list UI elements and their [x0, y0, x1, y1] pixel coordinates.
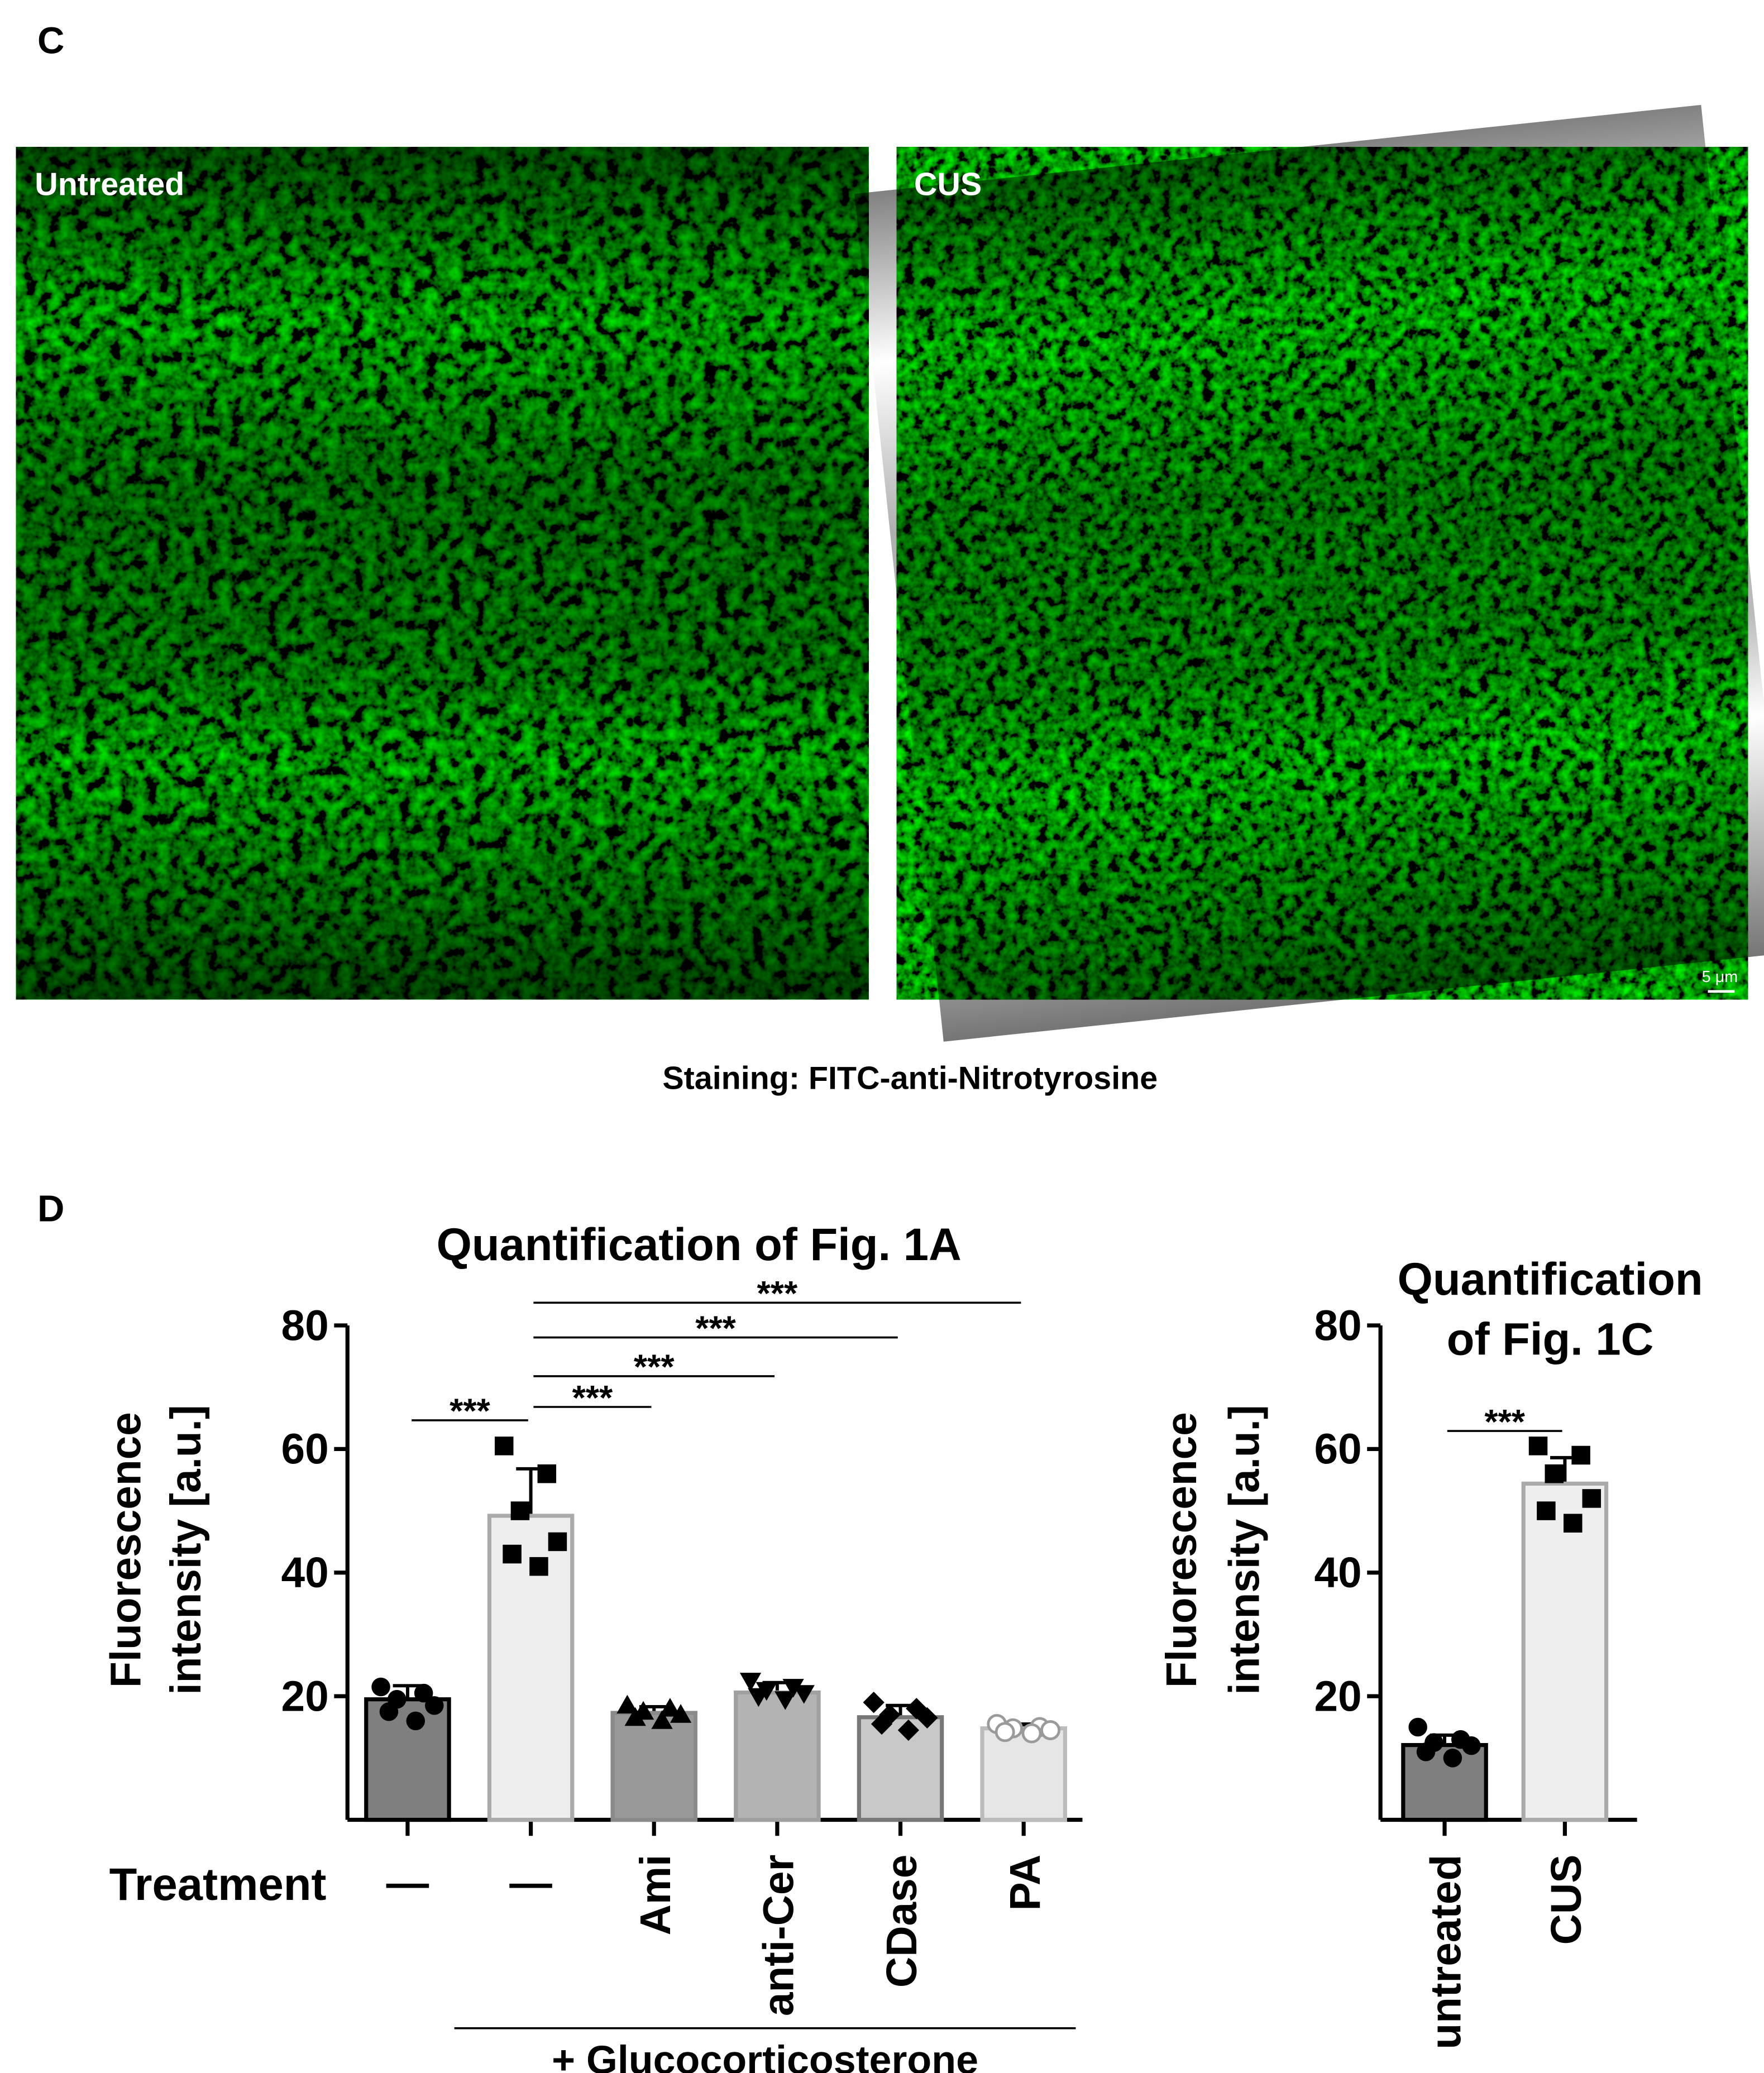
data-point: [624, 1707, 646, 1726]
significance-label: ***: [757, 1275, 798, 1313]
y-tick-label: 80: [281, 1302, 329, 1349]
x-tick-label: Ami: [632, 1855, 680, 1936]
panel-label: D: [37, 1188, 64, 1229]
data-point: [1564, 1514, 1583, 1533]
data-point: [782, 1679, 804, 1698]
data-point: [995, 1722, 1015, 1742]
image-shading: [854, 104, 1764, 1042]
data-point: [1408, 1717, 1427, 1737]
data-point: [739, 1673, 762, 1692]
significance-label: ***: [572, 1379, 613, 1418]
y-axis-label: intensity [a.u.]: [162, 1405, 210, 1695]
data-point: [1021, 1723, 1042, 1744]
data-point: [1040, 1720, 1060, 1740]
data-point: [371, 1677, 390, 1697]
data-point: [775, 1691, 796, 1710]
significance-label: ***: [1484, 1403, 1525, 1442]
data-point: [1416, 1742, 1436, 1761]
significance-label: ***: [695, 1309, 736, 1348]
significance-label: ***: [450, 1392, 490, 1431]
y-axis-label: Fluorescence: [1158, 1412, 1206, 1688]
data-point: [503, 1544, 522, 1564]
bar-chart: Quantification of Fig. 1C Fluorescence inte…: [1158, 1254, 1703, 2050]
x-tick-label: CUS: [1543, 1855, 1590, 1945]
data-point: [379, 1702, 399, 1721]
chart-title: Quantification of Fig. 1A: [437, 1219, 962, 1270]
data-point: [616, 1694, 638, 1714]
caption: Staining: FITC-anti-Nitrotyrosine: [662, 1060, 1158, 1096]
bar: [857, 1715, 944, 1822]
data-point: [529, 1557, 548, 1576]
x-tick-label: —: [509, 1859, 552, 1907]
x-tick-label: CDase: [878, 1855, 926, 1988]
y-tick-label: 20: [1314, 1673, 1361, 1720]
data-point: [1462, 1736, 1481, 1755]
micrograph: CUS 5 μm: [854, 104, 1764, 1042]
y-tick-label: 80: [1314, 1302, 1361, 1349]
panel-label: C: [37, 20, 64, 62]
image-label: Untreated: [35, 166, 184, 202]
x-tick-label: —: [386, 1859, 429, 1907]
y-tick-label: 20: [281, 1673, 329, 1720]
bar: [980, 1726, 1067, 1822]
chart-title: Quantification: [1398, 1254, 1703, 1305]
data-point: [748, 1688, 769, 1707]
y-tick-label: 60: [1314, 1426, 1361, 1473]
bar: [610, 1711, 698, 1822]
data-point: [1528, 1437, 1548, 1456]
data-point: [414, 1683, 433, 1703]
data-point: [651, 1710, 673, 1729]
significance-label: ***: [634, 1348, 675, 1387]
chart-title: of Fig. 1C: [1447, 1314, 1654, 1365]
data-point: [793, 1685, 815, 1704]
y-axis-label: Fluorescence: [102, 1412, 150, 1688]
y-axis-label: intensity [a.u.]: [1221, 1405, 1268, 1695]
data-point: [537, 1464, 557, 1483]
y-tick-label: 40: [281, 1549, 329, 1597]
data-point: [863, 1692, 885, 1713]
bar: [734, 1690, 821, 1822]
data-point: [510, 1501, 530, 1520]
data-point: [916, 1707, 938, 1729]
x-tick-label: anti-Cer: [756, 1855, 803, 2016]
data-point: [425, 1696, 444, 1715]
data-point: [897, 1719, 920, 1741]
data-point: [1537, 1501, 1556, 1520]
data-point: [670, 1704, 692, 1723]
y-tick-label: 40: [1314, 1549, 1361, 1597]
group-label: + Glucocorticosterone: [552, 2038, 978, 2073]
data-point: [659, 1698, 681, 1717]
data-point: [1582, 1489, 1602, 1508]
bar-chart: Quantification of Fig. 1A Fluorescence int…: [102, 1219, 1083, 2073]
data-point: [494, 1437, 514, 1456]
image-label: CUS: [914, 166, 982, 202]
x-axis-label: Treatment: [109, 1859, 327, 1910]
data-point: [1571, 1445, 1590, 1465]
bar: [1521, 1481, 1609, 1822]
y-tick-label: 60: [281, 1426, 329, 1473]
data-point: [1545, 1464, 1564, 1483]
data-point: [548, 1532, 567, 1552]
data-point: [406, 1711, 426, 1731]
scale-bar-label: 5 μm: [1702, 968, 1738, 986]
data-point: [871, 1713, 893, 1735]
x-tick-label: untreated: [1423, 1855, 1470, 2050]
image-shading: [16, 147, 869, 1000]
data-point: [1443, 1749, 1462, 1768]
micrograph: Untreated: [16, 147, 869, 1000]
x-tick-label: PA: [1002, 1855, 1049, 1911]
